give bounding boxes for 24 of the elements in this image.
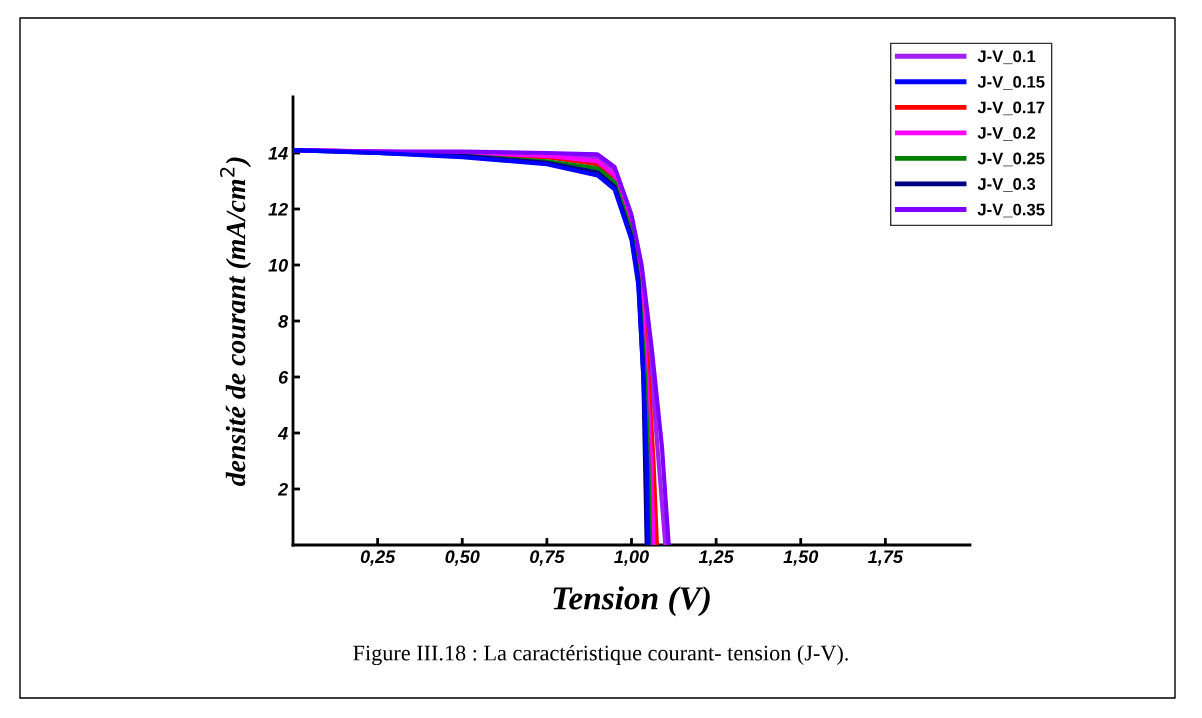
x-tick-label: 1,75: [868, 550, 904, 566]
x-tick-label: 0,75: [530, 550, 565, 566]
y-tick-label: 12: [268, 202, 288, 216]
text: Figure III.18 : La caractéristique courant- tension (J-V).: [353, 644, 848, 666]
x-tick-label: 1,50: [783, 550, 819, 566]
legend-label: J-V_0.25: [977, 152, 1045, 167]
legend-label: J-V_0.17: [977, 101, 1045, 116]
legend-label: J-V_0.2: [977, 127, 1036, 141]
y-tick-label: 14: [268, 147, 288, 160]
y-axis-title: densité de courant (mA/cm$^{2}$): [220, 157, 251, 486]
legend-label: J-V_0.3: [977, 178, 1036, 192]
x-axis-title: Tension (V): [553, 586, 710, 617]
y-tick-label: 6: [278, 370, 289, 384]
x-tick-label: 1,00: [614, 550, 649, 566]
y-tick-label: 8: [278, 314, 289, 328]
x-tick-label: 0,50: [445, 550, 480, 566]
legend-label: J-V_0.15: [977, 75, 1045, 90]
x-tick-label: 1,25: [698, 550, 734, 566]
y-tick-label: 10: [268, 258, 288, 272]
x-tick-label: 0,25: [360, 550, 396, 566]
legend-label: J-V_0.1: [977, 50, 1036, 65]
y-tick-label: 2: [277, 482, 288, 496]
legend-label: J-V_0.35: [977, 203, 1045, 218]
y-tick-label: 4: [277, 427, 288, 440]
